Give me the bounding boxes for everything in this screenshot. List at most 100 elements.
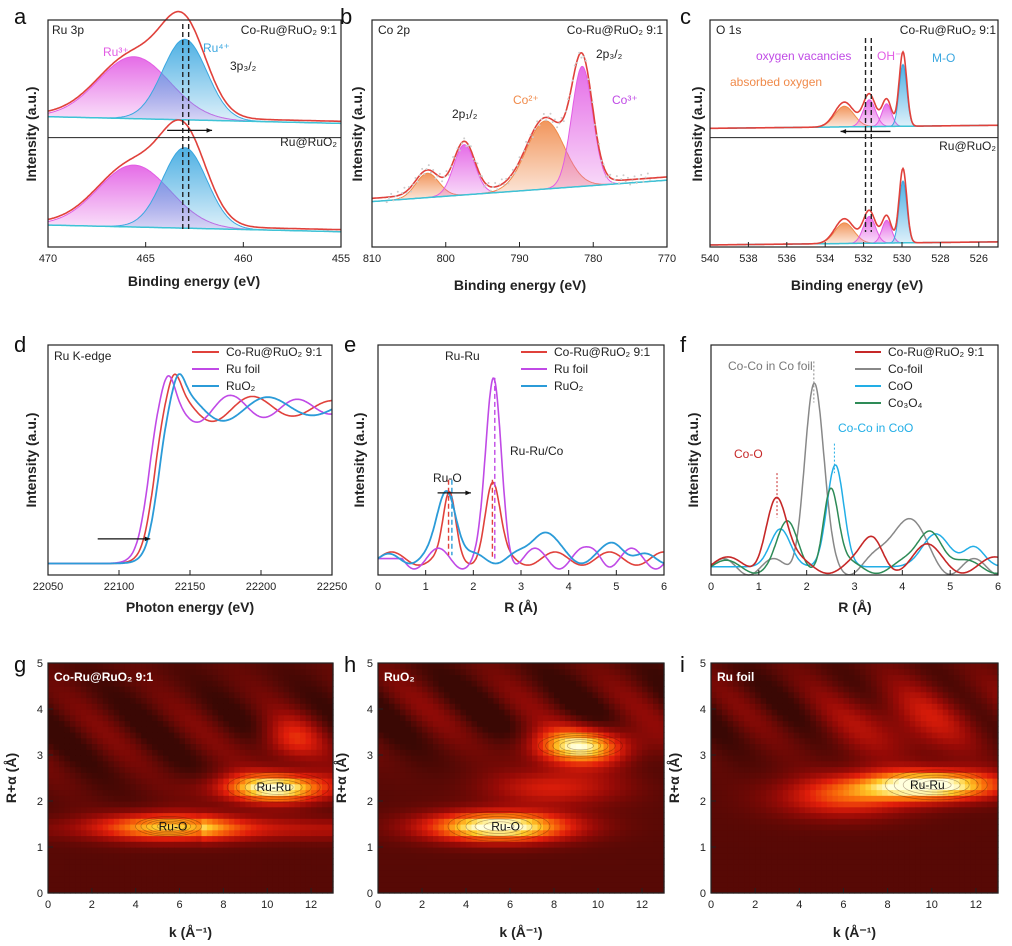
heatmap-cell: [378, 852, 385, 860]
heatmap-cell: [278, 795, 285, 802]
heatmap-cell: [64, 726, 71, 733]
heatmap-cell: [598, 824, 605, 831]
heatmap-cell: [587, 870, 594, 877]
heatmap-cell: [245, 663, 252, 670]
heatmap-cell: [433, 686, 440, 693]
heatmap-cell: [179, 726, 186, 733]
heatmap-cell: [620, 732, 627, 739]
x-tick-label: 780: [584, 253, 602, 265]
heatmap-cell: [587, 726, 594, 733]
heatmap-cell: [217, 818, 224, 825]
heatmap-cell: [378, 818, 385, 825]
heatmap-cell: [108, 778, 115, 785]
heatmap-cell: [570, 709, 577, 716]
heatmap-cell: [543, 743, 550, 750]
heatmap-cell: [174, 732, 181, 739]
heatmap-cell: [749, 829, 756, 837]
heatmap-cell: [614, 737, 621, 745]
heatmap-cell: [261, 864, 268, 871]
heatmap-cell: [609, 714, 616, 722]
heatmap-cell: [603, 801, 610, 808]
heatmap-cell: [212, 881, 219, 888]
shift-arrow-head: [840, 129, 847, 134]
heatmap-cell: [146, 818, 153, 825]
heatmap-cell: [378, 789, 385, 796]
heatmap-cell: [647, 663, 654, 670]
heatmap-cell: [570, 789, 577, 796]
heatmap-cell: [427, 801, 434, 808]
heatmap-cell: [559, 668, 566, 676]
heatmap-cell: [152, 835, 159, 842]
heatmap-cell: [272, 875, 279, 883]
heatmap-cell: [185, 841, 192, 848]
heatmap-cell: [97, 875, 104, 883]
heatmap-cell: [69, 749, 76, 756]
heatmap-cell: [416, 824, 423, 831]
heatmap-cell: [449, 864, 456, 871]
heatmap-cell: [124, 795, 131, 802]
heatmap-cell: [294, 801, 301, 808]
heatmap-cell: [300, 755, 307, 762]
heatmap-cell: [124, 801, 131, 808]
heatmap-cell: [305, 663, 312, 670]
heatmap-cell: [378, 841, 385, 848]
heatmap-cell: [554, 726, 561, 733]
heatmap-cell: [196, 686, 203, 693]
heatmap-cell: [217, 806, 224, 814]
heatmap-cell: [581, 858, 588, 865]
heatmap-cell: [69, 714, 76, 722]
heatmap-cell: [135, 772, 142, 779]
heatmap-cell: [59, 829, 66, 837]
heatmap-cell: [477, 875, 484, 883]
heatmap-cell: [228, 709, 235, 716]
heatmap-cell: [294, 858, 301, 865]
heatmap-cell: [75, 668, 82, 676]
raw-data-point: [454, 156, 457, 159]
heatmap-cell: [400, 864, 407, 871]
heatmap-cell: [581, 824, 588, 831]
heatmap-cell: [570, 887, 577, 894]
heatmap-cell: [504, 743, 511, 750]
heatmap-cell: [146, 697, 153, 704]
heatmap-cell: [716, 847, 723, 854]
heatmap-cell: [316, 829, 323, 837]
heatmap-cell: [272, 824, 279, 831]
heatmap-cell: [755, 772, 762, 779]
heatmap-cell: [411, 720, 418, 727]
heatmap-cell: [749, 875, 756, 883]
heatmap-cell: [294, 755, 301, 762]
heatmap-cell: [80, 881, 87, 888]
heatmap-cell: [113, 691, 120, 699]
heatmap-cell: [711, 732, 718, 739]
x-tick-label: 532: [854, 253, 872, 265]
heatmap-cell: [261, 686, 268, 693]
heatmap-cell: [642, 829, 649, 837]
heatmap-cell: [565, 852, 572, 860]
heatmap-cell: [766, 841, 773, 848]
heatmap-cell: [477, 674, 484, 681]
heatmap-cell: [598, 663, 605, 670]
heatmap-cell: [592, 772, 599, 779]
heatmap-cell: [449, 726, 456, 733]
heatmap-cell: [146, 824, 153, 831]
heatmap-cell: [727, 875, 734, 883]
x-tick-label: 2: [89, 899, 95, 911]
heatmap-cell: [212, 760, 219, 768]
heatmap-cell: [422, 852, 429, 860]
heatmap-cell: [119, 714, 126, 722]
heatmap-cell: [119, 824, 126, 831]
heatmap-cell: [311, 875, 318, 883]
heatmap-cell: [400, 691, 407, 699]
heatmap-cell: [416, 847, 423, 854]
heatmap-cell: [548, 824, 555, 831]
heatmap-cell: [234, 691, 241, 699]
heatmap-cell: [609, 847, 616, 854]
heatmap-cell: [749, 881, 756, 888]
heatmap-cell: [727, 841, 734, 848]
heatmap-cell: [749, 755, 756, 762]
heatmap-cell: [206, 858, 213, 865]
heatmap-cell: [146, 668, 153, 676]
heatmap-cell: [206, 812, 213, 819]
heatmap-cell: [744, 772, 751, 779]
heatmap-cell: [598, 674, 605, 681]
